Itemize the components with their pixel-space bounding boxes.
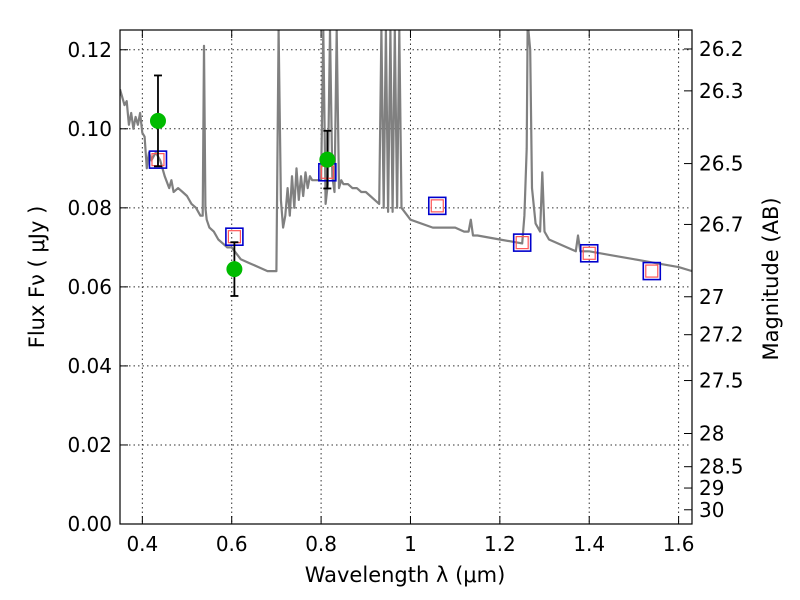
- model-box-inner: [430, 199, 444, 213]
- grid-lines: [120, 30, 692, 525]
- y2-tick-label: 28.5: [699, 455, 744, 479]
- plot-frame: [119, 29, 693, 525]
- observed-point: [226, 261, 243, 278]
- x-axis-label: Wavelength λ (μm): [305, 563, 506, 587]
- y-tick-label: 0.06: [67, 275, 112, 299]
- tick-marks: [120, 30, 692, 525]
- y-tick-label: 0.04: [67, 354, 112, 378]
- y2-tick-label: 27.2: [699, 323, 744, 347]
- y2-tick-label: 26.2: [699, 37, 744, 61]
- y-tick-labels: 0.00 0.02 0.04 0.06 0.08 0.10 0.12: [67, 38, 112, 536]
- y2-tick-label: 29: [699, 476, 724, 500]
- x-tick-label: 1: [404, 532, 417, 556]
- y-tick-label: 0.00: [67, 512, 112, 536]
- x-tick-label: 0.6: [216, 532, 248, 556]
- x-tick-label: 1.4: [573, 532, 605, 556]
- model-box-point: [512, 233, 532, 252]
- plot-area: [120, 30, 692, 297]
- y2-tick-label: 30: [699, 498, 724, 522]
- model-box-point: [579, 243, 599, 263]
- model-box-inner: [515, 236, 529, 250]
- model-box-point: [427, 196, 447, 216]
- x-tick-labels: 0.4 0.6 0.8 1 1.2 1.4 1.6: [126, 532, 694, 556]
- x-tick-label: 1.6: [663, 532, 695, 556]
- model-box-inner: [227, 230, 241, 244]
- y2-tick-label: 26.5: [699, 152, 744, 176]
- model-box-inner: [645, 264, 659, 278]
- model-sed-line: [120, 30, 692, 273]
- y2-tick-label: 26.3: [699, 79, 744, 103]
- y-tick-label: 0.08: [67, 196, 112, 220]
- y-tick-label: 0.10: [67, 117, 112, 141]
- model-box-inner: [582, 246, 596, 260]
- y-tick-label: 0.02: [67, 433, 112, 457]
- y-tick-label: 0.12: [67, 38, 112, 62]
- x-tick-label: 0.8: [305, 532, 337, 556]
- observed-point: [149, 112, 166, 129]
- model-box-point: [642, 261, 662, 281]
- x-tick-label: 0.4: [126, 532, 158, 556]
- y2-tick-label: 28: [699, 421, 724, 445]
- y2-tick-label: 27: [699, 285, 724, 309]
- x-tick-label: 1.2: [484, 532, 516, 556]
- y2-tick-label: 27.5: [699, 369, 744, 393]
- y-axis-label: Flux Fν ( μJy ): [25, 206, 49, 349]
- y2-tick-label: 26.7: [699, 212, 744, 236]
- observed-point: [319, 151, 336, 168]
- y2-axis-label: Magnitude (AB): [759, 197, 783, 360]
